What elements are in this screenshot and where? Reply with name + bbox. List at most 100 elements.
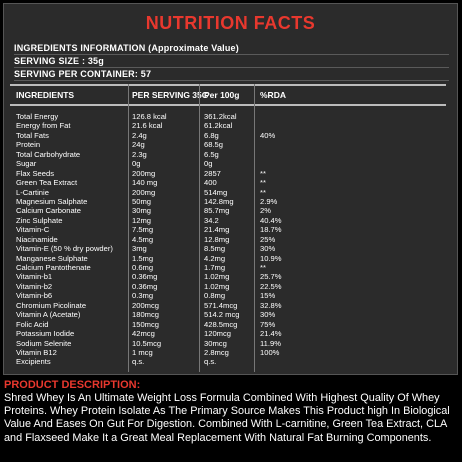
ingredient-name: Vitamin-E (50 % dry powder) — [16, 244, 113, 254]
per-100g-value: 12.8mg — [204, 234, 230, 244]
per-100g-value: 571.4mcg — [204, 300, 238, 310]
column-divider — [128, 84, 129, 372]
rda-value: 40% — [260, 130, 276, 140]
rda-value: 10.9% — [260, 253, 282, 263]
per-100g-value: 120mcg — [204, 329, 232, 339]
table-row: Flax Seeds 200mg 2857 ** — [16, 169, 436, 178]
per-100g-value: 6.8g — [204, 130, 219, 140]
product-description-text: Shred Whey Is An Ultimate Weight Loss Fo… — [4, 392, 450, 444]
per-100g-value: 2.8mcg — [204, 347, 229, 357]
ingredient-name: Sugar — [16, 159, 37, 169]
per-serving-value: 140 mg — [132, 178, 158, 188]
table-row: Vitamin A (Acetate) 180mcg 514.2 mcg 30% — [16, 310, 436, 319]
per-100g-value: 400 — [204, 178, 217, 188]
rda-value: ** — [260, 178, 266, 188]
per-100g-value: 1.02mg — [204, 281, 230, 291]
table-row: Vitamin-C 7.5mg 21.4mg 18.7% — [16, 225, 436, 234]
per-100g-value: 1.02mg — [204, 272, 230, 282]
column-divider — [254, 84, 255, 372]
per-100g-value: 34.2 — [204, 215, 219, 225]
per-serving-value: 24g — [132, 140, 145, 150]
header-rda: %RDA — [260, 90, 286, 100]
ingredient-name: Manganese Sulphate — [16, 253, 88, 263]
rda-value: 75% — [260, 319, 276, 329]
per-serving-value: 200mg — [132, 187, 156, 197]
table-row: Chromium Picolinate 200mcg 571.4mcg 32.8% — [16, 301, 436, 310]
rda-value: 30% — [260, 244, 276, 254]
per-serving-value: 150mcg — [132, 319, 160, 329]
rda-value: 18.7% — [260, 225, 282, 235]
per-100g-value: 2857 — [204, 168, 221, 178]
ingredient-name: Chromium Picolinate — [16, 300, 87, 310]
per-serving-value: 4.5mg — [132, 234, 154, 244]
rda-value: 40.4% — [260, 215, 282, 225]
rda-value: ** — [260, 168, 266, 178]
per-serving-value: 3mg — [132, 244, 147, 254]
per-100g-value: 514.2 mcg — [204, 310, 240, 320]
table-row: Energy from Fat 21.6 kcal 61.2kcal — [16, 121, 436, 130]
ingredient-name: Total Fats — [16, 130, 49, 140]
ingredient-name: Vitamin-b6 — [16, 291, 53, 301]
per-serving-value: 50mg — [132, 196, 151, 206]
ingredient-name: Vitamin-C — [16, 225, 50, 235]
per-serving-value: 200mg — [132, 168, 156, 178]
ingredient-name: Zinc Sulphate — [16, 215, 63, 225]
per-serving-value: 0g — [132, 159, 141, 169]
ingredient-name: Green Tea Extract — [16, 178, 78, 188]
per-100g-value: 428.5mcg — [204, 319, 238, 329]
table-row: Folic Acid 150mcg 428.5mcg 75% — [16, 320, 436, 329]
per-100g-value: 8.5mg — [204, 244, 226, 254]
rda-value: 11.9% — [260, 338, 281, 348]
nutrition-facts-panel: NUTRITION FACTS INGREDIENTS INFORMATION … — [3, 3, 458, 375]
ingredient-name: Vitamin-b1 — [16, 272, 53, 282]
rda-value: 25% — [260, 234, 276, 244]
per-100g-value: q.s. — [204, 357, 217, 367]
table-row: Sugar 0g 0g — [16, 159, 436, 168]
per-serving-value: 1.5mg — [132, 253, 154, 263]
per-serving-value: 0.6mg — [132, 263, 154, 272]
per-serving-value: 0.3mg — [132, 291, 154, 301]
per-100g-value: 30mcg — [204, 338, 227, 348]
per-serving-value: q.s. — [132, 357, 145, 367]
table-row: Potassium Iodide 42mcg 120mcg 21.4% — [16, 329, 436, 338]
per-serving-value: 12mg — [132, 215, 151, 225]
table-row: Magnesium Salphate 50mg 142.8mg 2.9% — [16, 197, 436, 206]
table-row: Excipients q.s. q.s. — [16, 357, 436, 366]
ingredient-name: Vitamin A (Acetate) — [16, 310, 81, 320]
ingredient-name: Magnesium Salphate — [16, 196, 88, 206]
per-serving-value: 7.5mg — [132, 225, 154, 235]
rda-value: 2% — [260, 206, 271, 216]
per-serving-value: 200mcg — [132, 300, 160, 310]
serving-size-line: SERVING SIZE : 35g — [14, 55, 449, 68]
rda-value: 30% — [260, 310, 276, 320]
table-row: Manganese Sulphate 1.5mg 4.2mg 10.9% — [16, 254, 436, 263]
table-header: INGREDIENTS PER SERVING 35G Per 100g %RD… — [10, 84, 446, 106]
table-row: Protein 24g 68.5g — [16, 140, 436, 149]
table-row: Total Carbohydrate 2.3g 6.5g — [16, 150, 436, 159]
table-row: Vitamin-b6 0.3mg 0.8mg 15% — [16, 291, 436, 300]
table-row: Green Tea Extract 140 mg 400 ** — [16, 178, 436, 187]
table-row: Vitamin-E (50 % dry powder) 3mg 8.5mg 30% — [16, 244, 436, 253]
table-row: L-Cartinie 200mg 514mg ** — [16, 188, 436, 197]
per-serving-value: 0.36mg — [132, 281, 158, 291]
rda-value: 22.5% — [260, 281, 282, 291]
table-row: Niacinamide 4.5mg 12.8mg 25% — [16, 235, 436, 244]
ingredients-info-line: INGREDIENTS INFORMATION (Approximate Val… — [14, 42, 449, 55]
rda-value: 25.7% — [260, 272, 282, 282]
per-serving-value: 21.6 kcal — [132, 121, 163, 131]
per-100g-value: 1.7mg — [204, 263, 226, 272]
per-serving-value: 126.8 kcal — [132, 112, 167, 121]
per-100g-value: 514mg — [204, 187, 228, 197]
column-divider — [199, 84, 200, 372]
rda-value: 32.8% — [260, 300, 282, 310]
ingredient-name: Flax Seeds — [16, 168, 54, 178]
rda-value: 100% — [260, 347, 280, 357]
per-100g-value: 4.2mg — [204, 253, 226, 263]
table-row: Vitamin-b1 0.36mg 1.02mg 25.7% — [16, 272, 436, 281]
header-ingredients: INGREDIENTS — [16, 90, 75, 100]
rda-value: ** — [260, 263, 266, 272]
ingredient-name: Total Energy — [16, 112, 59, 121]
nutrition-table-body: Total Energy 126.8 kcal 361.2kcal Energy fr… — [16, 112, 436, 367]
per-100g-value: 85.7mg — [204, 206, 230, 216]
ingredient-name: Excipients — [16, 357, 51, 367]
